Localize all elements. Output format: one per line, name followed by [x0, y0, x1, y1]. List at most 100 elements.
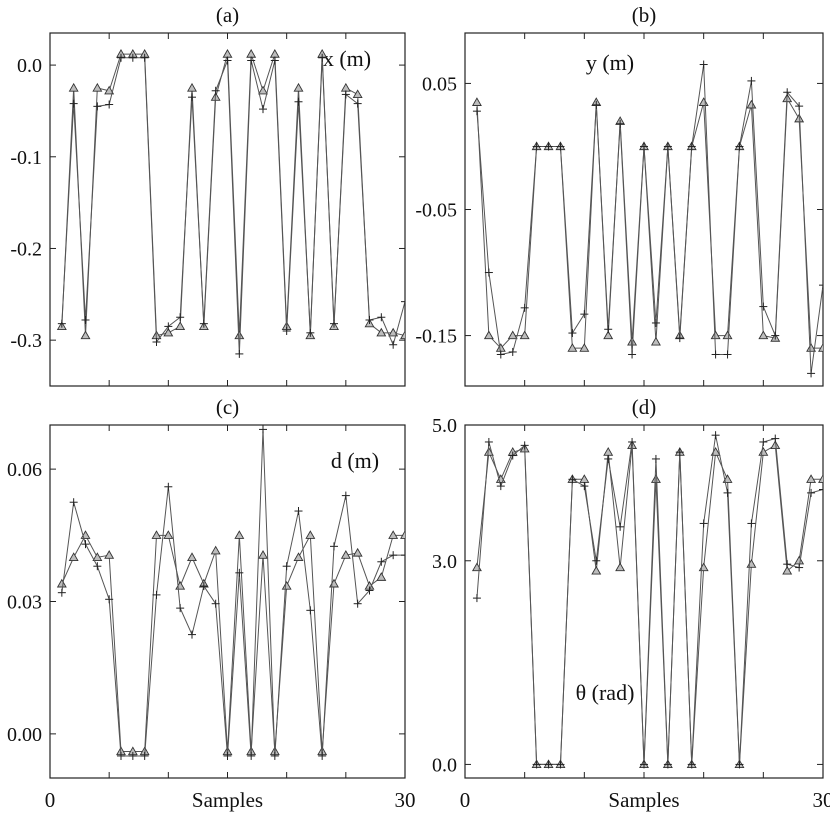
- triangle-marker: [627, 336, 638, 346]
- plus-marker: [711, 431, 720, 440]
- triangle-marker: [806, 474, 817, 483]
- plus-marker: [128, 53, 137, 62]
- y-tick-label: 0.05: [422, 73, 457, 95]
- plus-marker: [783, 560, 792, 569]
- y-tick-label: -0.1: [10, 147, 42, 169]
- triangle-marker: [175, 321, 186, 331]
- triangle-marker: [770, 440, 781, 449]
- plus-marker: [616, 119, 625, 128]
- plus-marker: [223, 56, 232, 65]
- plus-marker: [640, 760, 648, 769]
- triangle-marker: [104, 85, 115, 95]
- y-tick-label: 0.06: [7, 459, 42, 481]
- y-tick-label: 0.00: [7, 724, 42, 746]
- triangle-marker: [305, 530, 316, 539]
- triangle-marker: [698, 562, 709, 572]
- triangle-marker: [340, 550, 351, 559]
- triangle-marker: [187, 82, 197, 92]
- plus-marker: [723, 350, 732, 359]
- plus-marker: [795, 563, 804, 572]
- plus-marker: [687, 142, 696, 151]
- panel-title: (c): [216, 395, 239, 419]
- triangle-marker: [68, 552, 79, 561]
- plus-marker: [128, 751, 137, 760]
- triangle-marker: [234, 330, 245, 340]
- triangle-marker: [68, 82, 79, 92]
- plus-marker: [199, 582, 208, 591]
- plus-marker: [819, 485, 823, 494]
- plus-marker: [759, 437, 768, 446]
- plus-marker: [235, 568, 244, 577]
- triangle-marker: [746, 559, 757, 568]
- triangle-marker: [151, 530, 162, 539]
- plus-marker: [747, 519, 756, 528]
- triangle-marker: [794, 555, 805, 565]
- triangle-marker: [163, 530, 174, 539]
- plus-marker: [377, 557, 386, 566]
- series-annotation: d (m): [331, 448, 379, 473]
- x-tick-label: 0: [45, 788, 56, 812]
- plus-marker: [556, 760, 565, 769]
- plus-marker: [152, 337, 161, 346]
- panel-title: (b): [632, 3, 657, 27]
- x-tick-label: 30: [813, 788, 830, 812]
- series-annotation: x (m): [323, 46, 371, 71]
- triangle-marker: [352, 89, 363, 99]
- plus-marker: [81, 540, 90, 549]
- plus-marker: [496, 350, 505, 359]
- triangle-marker: [483, 330, 494, 340]
- plus-marker: [484, 437, 493, 446]
- plus-marker: [532, 142, 541, 151]
- triangle-marker: [603, 330, 614, 340]
- plus-marker: [604, 454, 613, 463]
- plus-marker: [105, 100, 114, 109]
- y-tick-label: -0.3: [10, 330, 42, 352]
- plus-marker: [592, 556, 601, 565]
- plus-marker: [472, 594, 481, 603]
- plus-marker: [771, 434, 780, 443]
- plus-marker: [57, 588, 66, 597]
- plus-marker: [795, 102, 804, 111]
- plot-frame: [464, 32, 824, 387]
- plus-marker: [508, 451, 517, 460]
- triangle-marker: [567, 343, 578, 352]
- triangle-marker: [92, 82, 103, 92]
- series-line-plus: [476, 435, 823, 765]
- plus-marker: [140, 751, 149, 760]
- triangle-marker: [650, 336, 661, 346]
- series-line-plus: [61, 429, 405, 757]
- x-axis-label: Samples: [192, 788, 263, 812]
- plus-marker: [580, 310, 589, 319]
- plus-marker: [282, 326, 291, 335]
- plus-marker: [341, 491, 350, 500]
- triangle-marker: [258, 85, 268, 95]
- plus-marker: [711, 350, 720, 359]
- plus-marker: [484, 268, 493, 277]
- triangle-marker: [104, 550, 115, 559]
- triangle-marker: [818, 343, 823, 352]
- plus-marker: [556, 142, 565, 151]
- plus-marker: [188, 93, 196, 102]
- plus-marker: [259, 425, 267, 434]
- panel-title: (d): [632, 395, 657, 419]
- plus-marker: [616, 522, 625, 531]
- x-tick-label: 0: [460, 788, 471, 812]
- plus-marker: [568, 475, 577, 484]
- y-tick-label: -0.05: [415, 200, 457, 222]
- y-tick-label: 3.0: [432, 551, 457, 573]
- plus-marker: [723, 488, 732, 497]
- plus-marker: [389, 551, 398, 560]
- y-tick-label: -0.2: [10, 238, 42, 260]
- plus-marker: [807, 488, 816, 497]
- plus-marker: [592, 100, 601, 109]
- triangle-marker: [758, 330, 769, 340]
- plus-marker: [747, 76, 756, 85]
- plot-area: [471, 431, 823, 769]
- plus-marker: [544, 760, 553, 769]
- plus-marker: [69, 498, 78, 507]
- triangle-marker: [246, 48, 257, 58]
- plus-marker: [628, 437, 637, 446]
- triangle-marker: [80, 330, 91, 340]
- plus-marker: [176, 604, 185, 613]
